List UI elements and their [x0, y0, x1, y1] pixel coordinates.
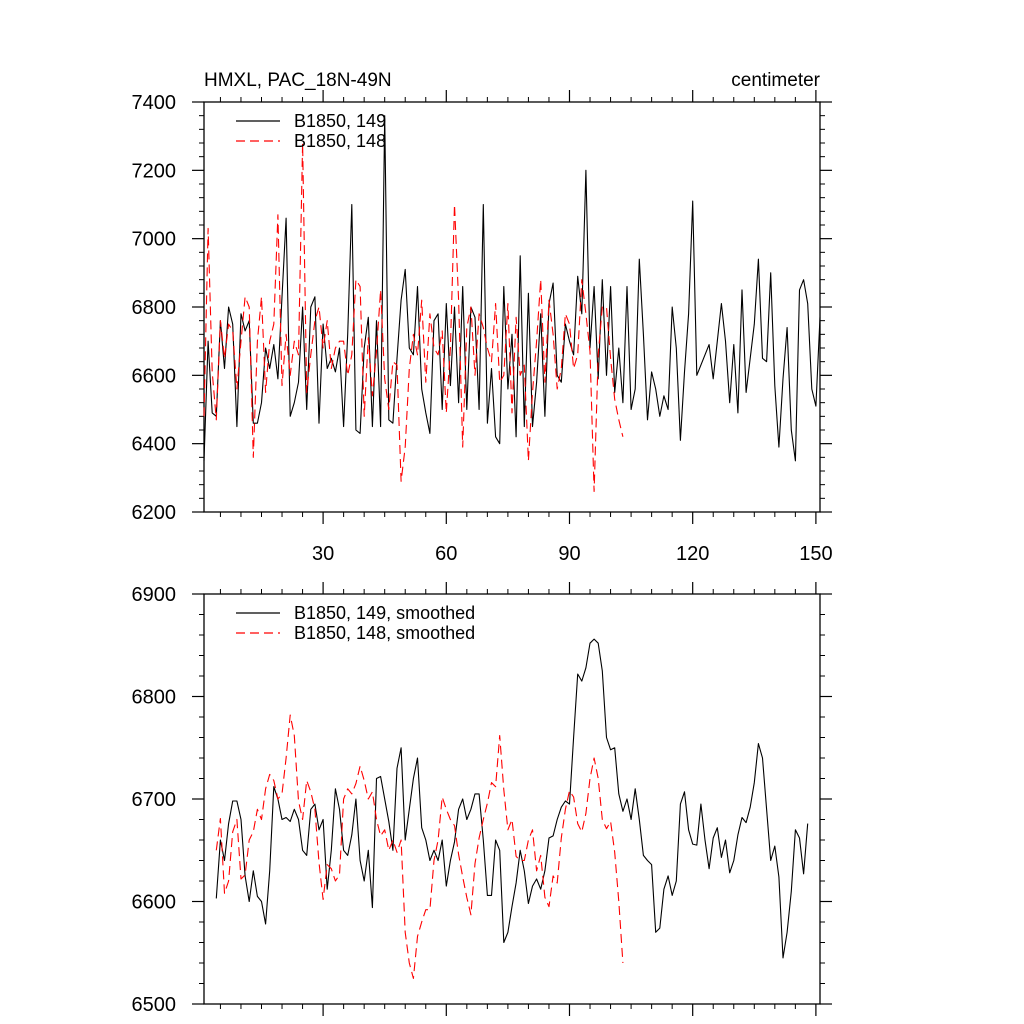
- y-tick-label: 6800: [132, 297, 177, 319]
- y-tick-label: 6500: [132, 994, 177, 1016]
- axes: 6500 6600 6700 6800 6900: [132, 582, 832, 1016]
- y-tick-label: 7200: [132, 160, 177, 182]
- series-line-1: [203, 142, 624, 493]
- bottom-panel: 6500 6600 6700 6800 6900 B1850, 149, smoothe…: [132, 582, 832, 1016]
- legend-label-0: B1850, 149: [294, 111, 386, 131]
- y-tick-label: 6400: [132, 434, 177, 456]
- y-tick-label: 6600: [132, 892, 177, 914]
- y-tick-label: 6200: [132, 502, 177, 524]
- legend-label-0: B1850, 149, smoothed: [294, 603, 475, 623]
- x-tick-label: 30: [312, 543, 334, 565]
- y-tick-label: 7400: [132, 92, 177, 114]
- series-line-0: [215, 638, 809, 959]
- top-panel: HMXL, PAC_18N-49N centimeter 30 60 90 120 15…: [132, 70, 833, 565]
- x-tick-label: 90: [558, 543, 580, 565]
- legend-label-1: B1850, 148, smoothed: [294, 623, 475, 643]
- legend-label-1: B1850, 148: [294, 131, 386, 151]
- y-tick-label: 6700: [132, 789, 177, 811]
- series-line-1: [215, 714, 624, 979]
- x-tick-label: 60: [435, 543, 457, 565]
- y-tick-label: 6600: [132, 365, 177, 387]
- x-tick-label: 120: [676, 543, 709, 565]
- series-layer: [215, 638, 809, 979]
- series-layer: [203, 115, 821, 493]
- title-right: centimeter: [731, 70, 820, 91]
- y-tick-label: 6800: [132, 687, 177, 709]
- y-tick-label: 6900: [132, 584, 177, 606]
- x-tick-label: 150: [799, 543, 832, 565]
- title-left: HMXL, PAC_18N-49N: [204, 70, 392, 91]
- y-tick-label: 7000: [132, 229, 177, 251]
- series-line-0: [203, 115, 821, 462]
- axes: 30 60 90 120 150 6200 6400 6600 6800 7000 7200 7400: [132, 90, 833, 565]
